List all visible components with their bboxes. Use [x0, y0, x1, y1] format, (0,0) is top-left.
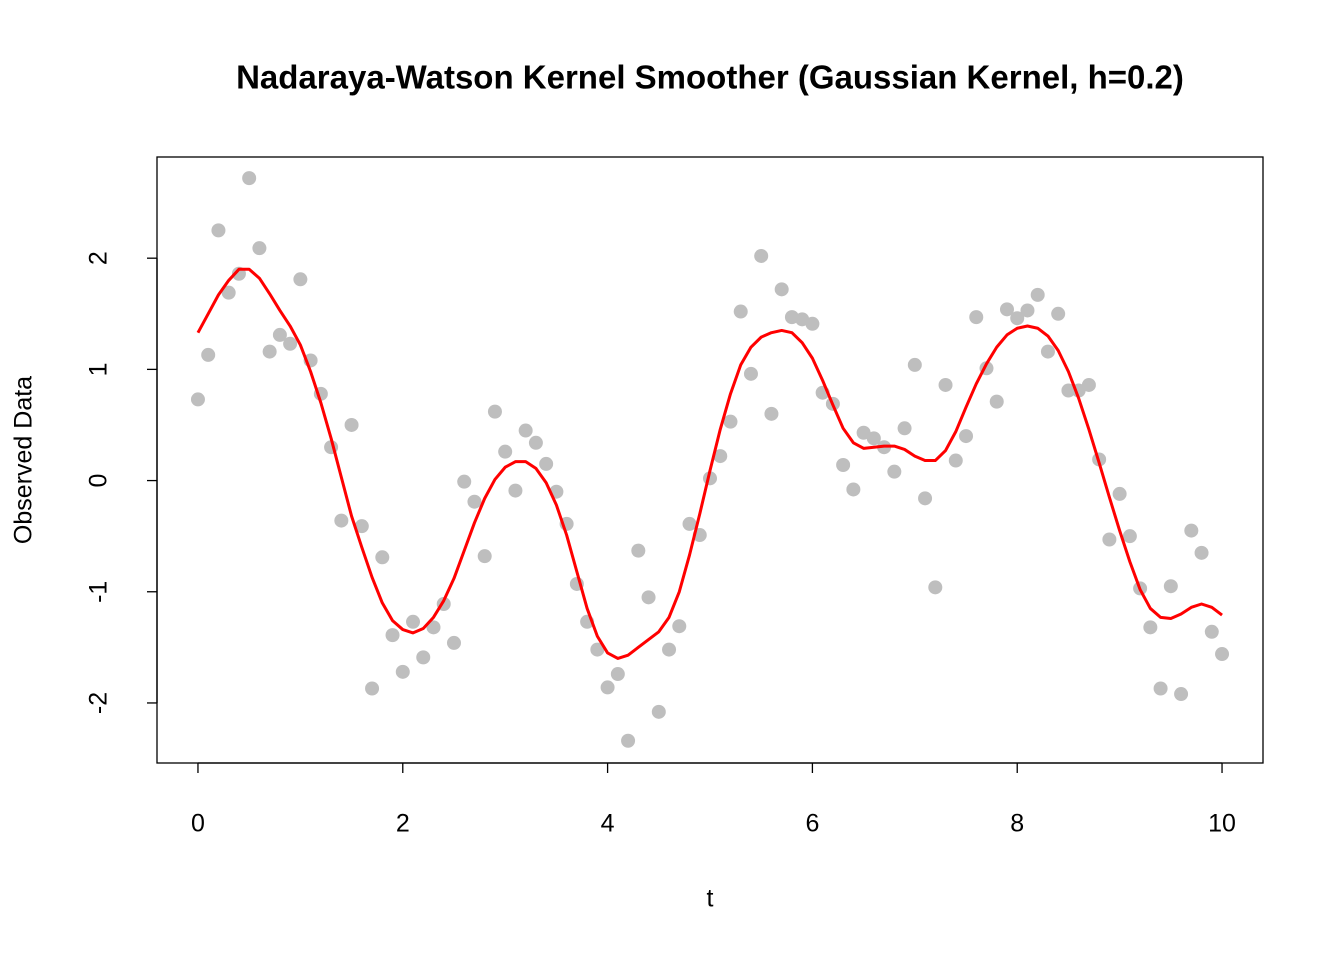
- data-point: [600, 680, 615, 695]
- data-point: [395, 664, 410, 679]
- data-point: [918, 491, 933, 506]
- data-point: [293, 272, 308, 287]
- x-tick-label: 6: [805, 810, 819, 838]
- data-point: [631, 543, 646, 558]
- data-point: [416, 650, 431, 665]
- data-point: [1010, 311, 1025, 326]
- data-point: [1184, 523, 1199, 538]
- data-point: [446, 635, 461, 650]
- data-point: [846, 482, 861, 497]
- x-tick-label: 4: [601, 810, 615, 838]
- data-point: [242, 171, 257, 186]
- data-point: [1143, 620, 1158, 635]
- data-point: [662, 642, 677, 657]
- data-point: [201, 347, 216, 362]
- data-point: [774, 282, 789, 297]
- data-point: [1112, 486, 1127, 501]
- data-point: [365, 681, 380, 696]
- data-point: [262, 344, 277, 359]
- data-point: [375, 550, 390, 565]
- data-point: [1153, 681, 1168, 696]
- data-point: [1030, 287, 1045, 302]
- data-point: [477, 549, 492, 564]
- data-point: [651, 704, 666, 719]
- data-point: [354, 519, 369, 534]
- data-point: [385, 628, 400, 643]
- x-tick-label: 8: [1010, 810, 1024, 838]
- data-point: [1122, 529, 1137, 544]
- data-point: [887, 464, 902, 479]
- data-point: [272, 327, 287, 342]
- data-point: [610, 667, 625, 682]
- data-point: [528, 435, 543, 450]
- data-point: [1215, 647, 1230, 662]
- data-point: [518, 423, 533, 438]
- data-point: [805, 316, 820, 331]
- data-point: [969, 310, 984, 325]
- data-point: [959, 429, 974, 444]
- y-tick-label: 0: [85, 474, 113, 488]
- smoother-line: [196, 267, 1223, 660]
- data-point: [743, 366, 758, 381]
- data-point: [682, 516, 697, 531]
- data-point: [989, 394, 1004, 409]
- data-point: [856, 425, 871, 440]
- data-point: [621, 733, 636, 748]
- data-point: [344, 417, 359, 432]
- y-tick-label: 2: [85, 251, 113, 265]
- data-point: [334, 513, 349, 528]
- x-tick-label: 0: [191, 810, 205, 838]
- data-point: [1040, 344, 1055, 359]
- data-point: [426, 620, 441, 635]
- data-point: [1194, 545, 1209, 560]
- data-point: [211, 223, 226, 238]
- data-point: [907, 357, 922, 372]
- data-point: [836, 458, 851, 473]
- data-point: [467, 494, 482, 509]
- data-point: [283, 336, 298, 351]
- data-point: [1020, 303, 1035, 318]
- data-point: [999, 302, 1014, 317]
- y-axis-label: Observed Data: [10, 376, 38, 544]
- data-point: [713, 449, 728, 464]
- x-tick-label: 2: [396, 810, 410, 838]
- y-tick-label: -1: [85, 581, 113, 603]
- data-point: [1102, 532, 1117, 547]
- data-point: [1061, 383, 1076, 398]
- data-point: [487, 404, 502, 419]
- data-point: [764, 406, 779, 421]
- data-point: [498, 444, 513, 459]
- y-tick-label: -2: [85, 692, 113, 714]
- data-point: [457, 474, 472, 489]
- data-point: [190, 392, 205, 407]
- data-point: [897, 421, 912, 436]
- x-axis-label: t: [707, 885, 714, 913]
- data-point: [928, 580, 943, 595]
- chart-title: Nadaraya-Watson Kernel Smoother (Gaussia…: [236, 59, 1184, 96]
- data-point: [641, 590, 656, 605]
- y-tick-label: 1: [85, 362, 113, 376]
- data-point: [1204, 624, 1219, 639]
- data-point: [938, 377, 953, 392]
- data-point: [1051, 306, 1066, 321]
- data-point: [754, 248, 769, 263]
- data-point: [672, 619, 687, 634]
- data-point: [948, 453, 963, 468]
- data-point: [406, 614, 421, 629]
- data-point: [539, 456, 554, 471]
- data-point: [1163, 579, 1178, 594]
- data-point: [866, 431, 881, 446]
- data-point: [508, 483, 523, 498]
- data-point: [733, 304, 748, 319]
- data-point: [252, 241, 267, 256]
- data-point: [590, 642, 605, 657]
- data-point: [723, 414, 738, 429]
- data-point: [1174, 687, 1189, 702]
- data-point: [1081, 377, 1096, 392]
- x-tick-label: 10: [1208, 810, 1236, 838]
- data-point: [221, 285, 236, 300]
